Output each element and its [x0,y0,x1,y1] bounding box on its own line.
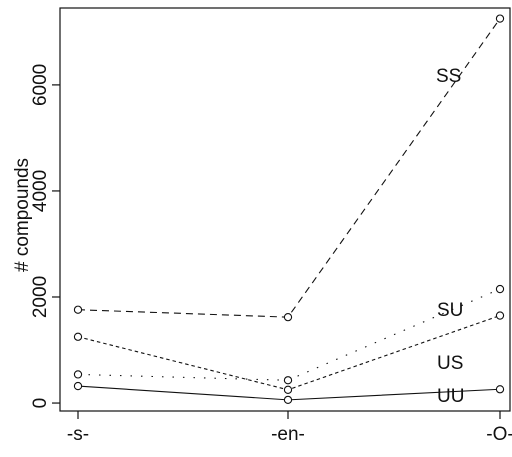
series-layer [73,14,505,405]
x-tick-label: -en- [271,424,305,445]
y-tick-label: 2000 [30,276,51,318]
y-axis-title: # compounds [12,158,33,272]
x-tick-label: -O- [486,424,512,445]
data-point-su [73,370,83,379]
series-label-uu: UU [437,386,464,407]
data-point-su [283,376,293,385]
y-tick-label: 4000 [30,170,51,212]
data-point-uu [283,395,293,405]
y-axis: 0 2000 4000 6000 [30,64,60,409]
series-label-ss: SS [436,66,461,87]
y-tick-label: 6000 [30,64,51,106]
series-label-su: SU [437,300,463,321]
data-point-su [495,284,505,294]
series-label-us: US [437,353,463,374]
data-point-ss [495,14,505,23]
data-point-us [73,332,83,341]
data-point-us [495,311,505,320]
plot-border [59,7,511,412]
plot-frame [59,7,511,412]
data-point-uu [495,385,505,394]
x-axis: -s- -en- -O- [67,411,512,445]
data-point-ss [73,305,83,314]
data-point-ss [283,312,293,322]
series-line-ss [77,18,501,318]
data-point-uu [73,381,83,391]
series-label-layer: SS SU US UU [436,66,464,407]
y-tick-label: 0 [30,398,51,409]
x-tick-label: -s- [67,424,89,445]
data-point-us [283,385,293,394]
